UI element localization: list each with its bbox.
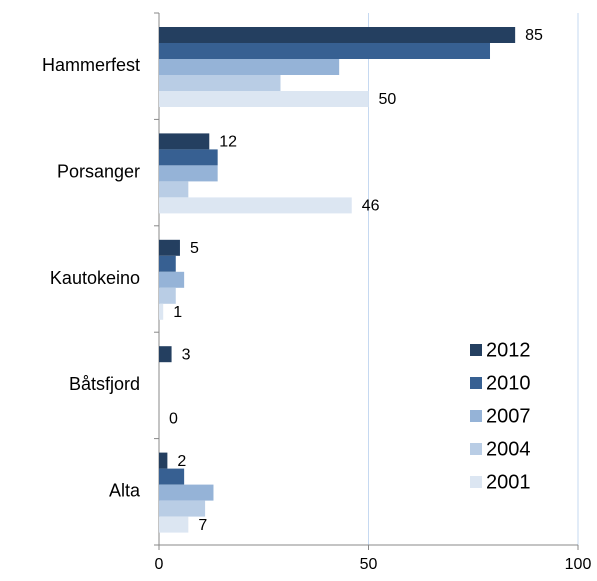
data-label: 46	[362, 198, 380, 215]
bar	[159, 43, 491, 59]
y-tick-label: Porsanger	[57, 161, 140, 181]
legend-swatch	[470, 476, 482, 488]
bar	[159, 133, 210, 150]
legend-label: 2012	[486, 339, 531, 361]
legend-label: 2010	[486, 372, 531, 394]
data-label: 12	[219, 134, 237, 151]
legend-label: 2004	[486, 438, 531, 460]
bar	[159, 516, 189, 533]
bar	[159, 303, 164, 320]
bar	[159, 255, 176, 272]
bar	[159, 500, 206, 517]
y-tick-label: Alta	[109, 481, 141, 501]
legend-label: 2007	[486, 405, 531, 427]
data-label: 85	[525, 27, 543, 44]
bar	[159, 59, 340, 75]
bar	[159, 27, 516, 43]
y-tick-label: Hammerfest	[42, 55, 140, 75]
legend-swatch	[470, 410, 482, 422]
bar	[159, 484, 214, 501]
legend-label: 2001	[486, 471, 531, 493]
data-label: 5	[190, 240, 199, 257]
bar	[159, 271, 185, 288]
x-tick-label: 0	[155, 556, 164, 573]
bar	[159, 75, 281, 91]
x-tick-label: 100	[565, 556, 592, 573]
bar	[159, 149, 218, 166]
bar	[159, 165, 218, 182]
data-label: 7	[198, 517, 207, 534]
y-tick-label: Båtsfjord	[69, 374, 140, 394]
data-label: 2	[177, 453, 186, 470]
bar	[159, 239, 180, 256]
legend-swatch	[470, 377, 482, 389]
data-label: 3	[182, 346, 191, 363]
y-tick-label: Kautokeino	[50, 268, 140, 288]
bar	[159, 197, 352, 214]
data-label: 50	[379, 91, 397, 108]
data-label: 0	[169, 410, 178, 427]
bar	[159, 181, 189, 198]
legend-swatch	[470, 443, 482, 455]
legend-swatch	[470, 344, 482, 356]
data-label: 1	[173, 304, 182, 321]
x-tick-label: 50	[360, 556, 378, 573]
bar	[159, 346, 172, 363]
bar	[159, 452, 168, 469]
bar	[159, 287, 176, 304]
bar	[159, 468, 185, 485]
bar	[159, 91, 369, 107]
